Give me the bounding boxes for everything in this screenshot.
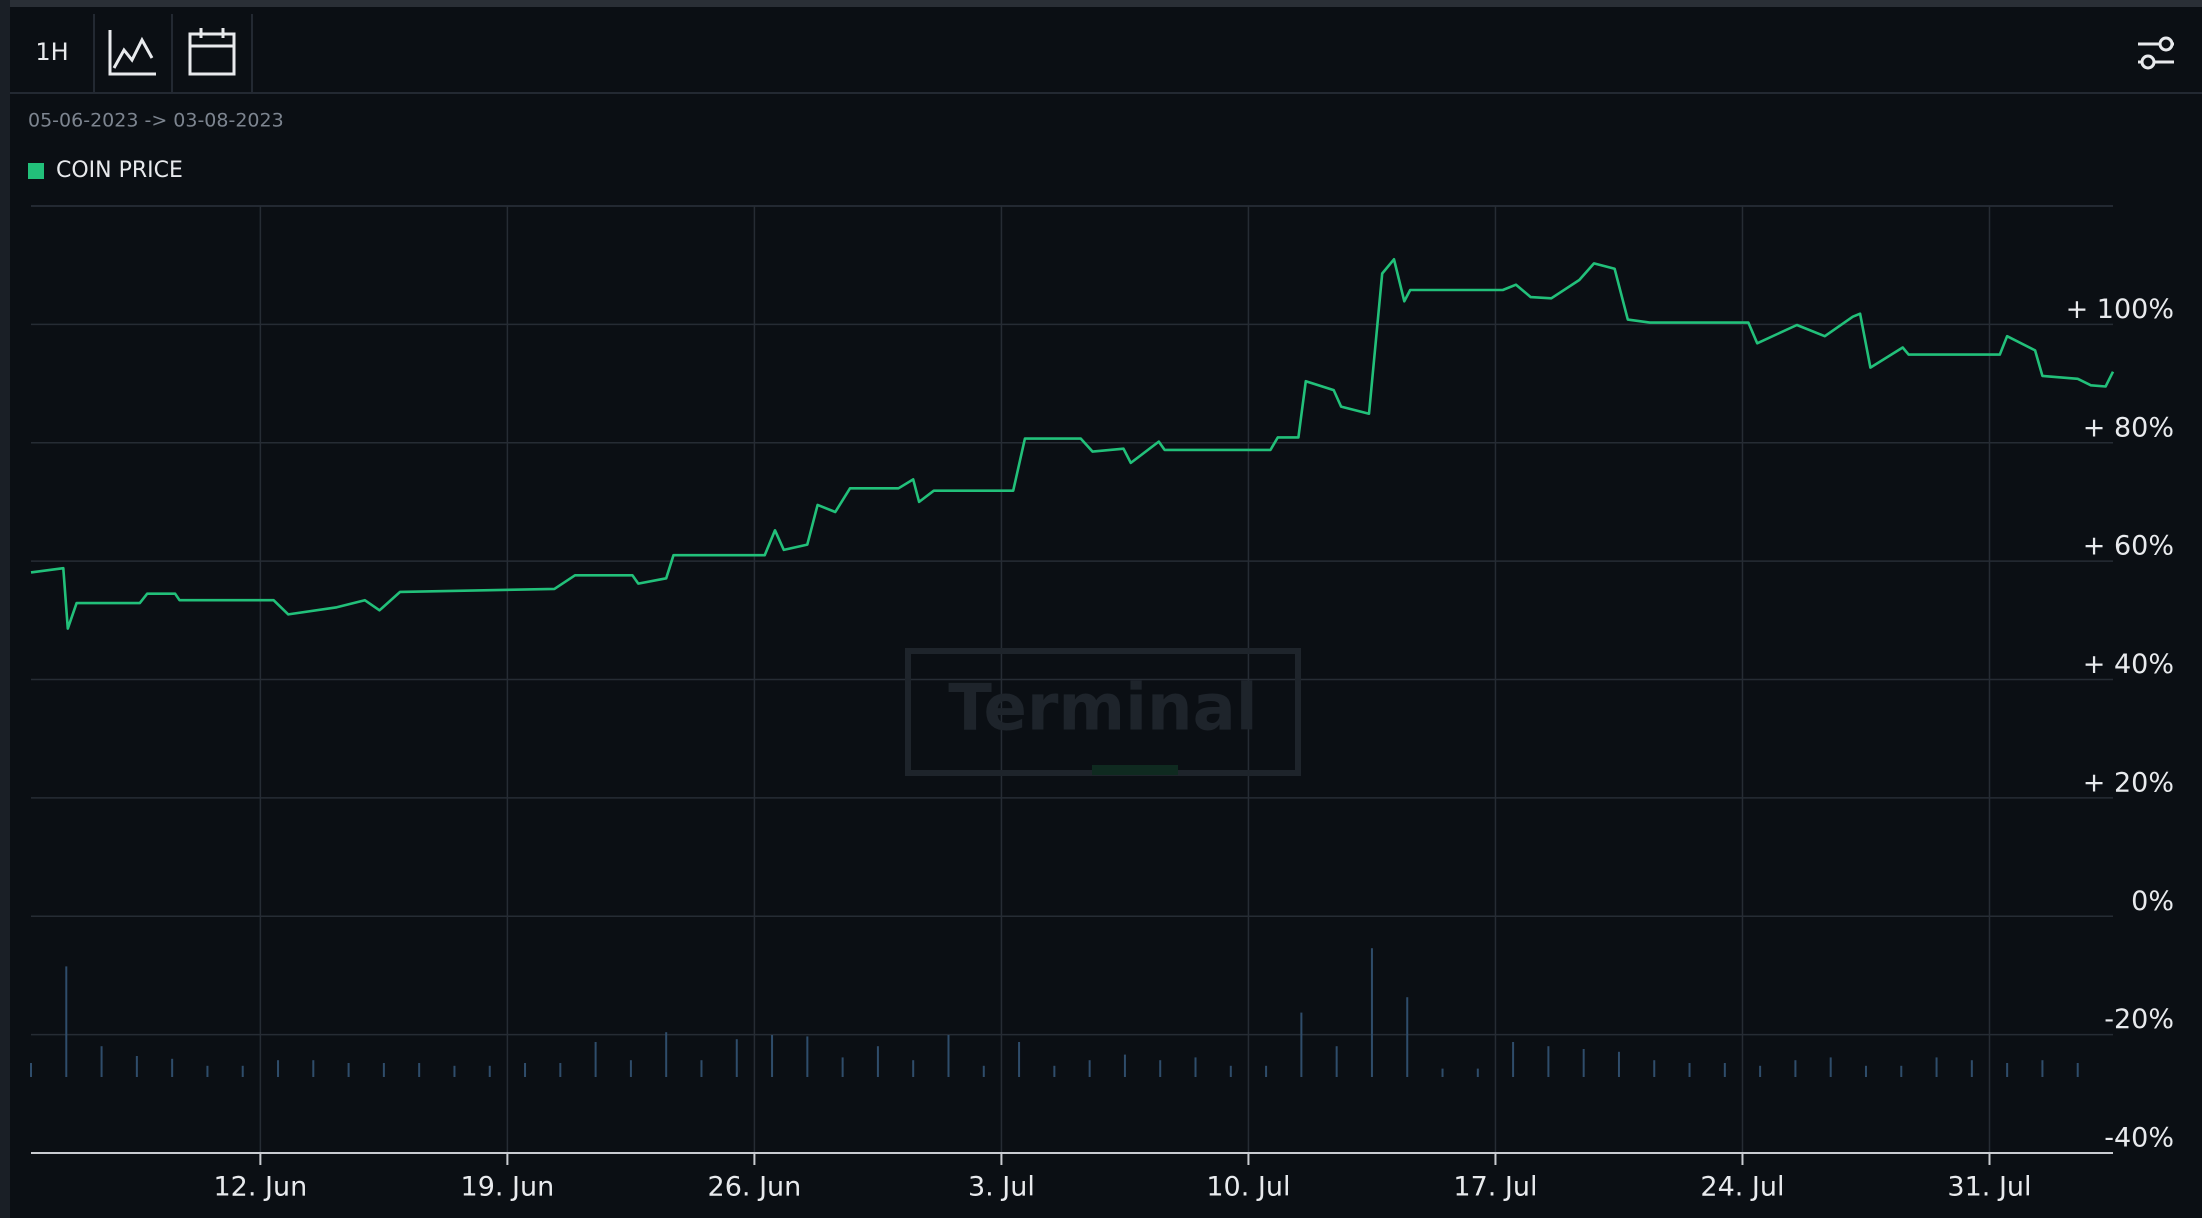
volume-bar xyxy=(594,1042,597,1077)
legend-label: COIN PRICE xyxy=(56,158,183,183)
x-tick-label: 10. Jul xyxy=(1206,1172,1290,1203)
y-tick-label: -20% xyxy=(2104,1004,2174,1035)
volume-bar xyxy=(1018,1042,1021,1077)
volume-bar xyxy=(1406,997,1409,1077)
x-tick-label: 31. Jul xyxy=(1947,1172,2031,1203)
volume-bar xyxy=(876,1046,879,1077)
watermark-text: Terminal xyxy=(948,672,1257,746)
y-tick-label: 0% xyxy=(2131,886,2174,917)
volume-bar xyxy=(1864,1065,1867,1077)
volume-bar xyxy=(1441,1068,1444,1077)
volume-bar xyxy=(1123,1054,1126,1077)
volume-bar xyxy=(65,966,68,1077)
watermark-accent xyxy=(1092,765,1178,775)
volume-bar xyxy=(1723,1063,1726,1077)
volume-bar xyxy=(524,1063,527,1077)
x-tick-label: 26. Jun xyxy=(708,1172,802,1203)
volume-bar xyxy=(1265,1065,1268,1077)
chart-type-button[interactable] xyxy=(108,14,173,93)
y-tick-label: + 80% xyxy=(2083,412,2174,443)
interval-label: 1H xyxy=(35,38,68,66)
volume-bar xyxy=(665,1032,668,1077)
volume-bar xyxy=(171,1058,174,1077)
volume-bar xyxy=(1088,1060,1091,1077)
settings-button[interactable] xyxy=(2138,36,2174,70)
volume-bar xyxy=(1229,1065,1232,1077)
volume-bar xyxy=(1159,1060,1162,1077)
legend-swatch xyxy=(28,163,44,179)
volume-bar xyxy=(559,1063,562,1077)
volume-bar xyxy=(771,1035,774,1077)
price-line xyxy=(30,258,2115,630)
volume-bar xyxy=(488,1065,491,1077)
volume-bar xyxy=(1335,1046,1338,1077)
y-tick-label: -40% xyxy=(2104,1123,2174,1154)
date-range: 05-06-2023 -> 03-08-2023 xyxy=(28,110,284,132)
calendar-icon-detail xyxy=(190,28,234,48)
left-border xyxy=(0,0,10,1218)
volume-bar xyxy=(912,1060,915,1077)
volume-bar xyxy=(1759,1065,1762,1077)
volume-bar xyxy=(735,1039,738,1077)
volume-bar xyxy=(947,1035,950,1077)
calendar-icon xyxy=(188,32,236,76)
volume-bar xyxy=(1582,1049,1585,1077)
volume-bar xyxy=(312,1060,315,1077)
volume-bar xyxy=(1617,1051,1620,1077)
top-border xyxy=(0,0,2202,7)
volume-bar xyxy=(1970,1060,1973,1077)
line-chart-icon xyxy=(108,30,156,76)
volume-bar xyxy=(1194,1057,1197,1077)
volume-bar xyxy=(700,1060,703,1077)
volume-bar xyxy=(1547,1046,1550,1077)
volume-bar xyxy=(1794,1060,1797,1077)
volume-bar xyxy=(982,1065,985,1077)
volume-bar xyxy=(841,1057,844,1077)
volume-bar xyxy=(135,1056,138,1077)
x-tick-label: 3. Jul xyxy=(968,1172,1035,1203)
y-tick-label: + 100% xyxy=(2066,294,2174,325)
volume-bar xyxy=(1512,1042,1515,1077)
y-tick-label: + 40% xyxy=(2083,649,2174,680)
volume-bar xyxy=(241,1065,244,1077)
volume-bar xyxy=(806,1036,809,1077)
y-tick-label: + 60% xyxy=(2083,531,2174,562)
volume-bar xyxy=(2076,1063,2079,1077)
interval-button[interactable]: 1H xyxy=(35,14,95,93)
calendar-button[interactable] xyxy=(188,14,253,93)
volume-bar xyxy=(1370,948,1373,1077)
volume-bar xyxy=(629,1060,632,1077)
x-tick-label: 24. Jul xyxy=(1700,1172,1784,1203)
volume-bar xyxy=(382,1063,385,1077)
volume-bar xyxy=(1300,1012,1303,1077)
volume-bar xyxy=(1476,1068,1479,1077)
volume-bar xyxy=(1829,1057,1832,1077)
volume-bar xyxy=(206,1065,209,1077)
volume-bar xyxy=(1900,1065,1903,1077)
volume-bar xyxy=(2006,1063,2009,1077)
volume-bar xyxy=(2041,1060,2044,1077)
volume-bar xyxy=(1053,1065,1056,1077)
volume-bar xyxy=(1688,1063,1691,1077)
volume-bar xyxy=(418,1063,421,1077)
x-tick-label: 12. Jun xyxy=(214,1172,308,1203)
volume-bar xyxy=(277,1060,280,1077)
volume-bar xyxy=(453,1065,456,1077)
x-tick-label: 17. Jul xyxy=(1453,1172,1537,1203)
volume-bar xyxy=(100,1046,103,1077)
volume-bar xyxy=(1653,1060,1656,1077)
y-tick-label: + 20% xyxy=(2083,767,2174,798)
volume-bar xyxy=(1935,1057,1938,1077)
x-tick-label: 19. Jun xyxy=(461,1172,555,1203)
watermark: Terminal xyxy=(905,648,1301,776)
settings-knob xyxy=(2158,36,2174,52)
settings-knob xyxy=(2140,54,2156,70)
volume-bar xyxy=(30,1063,32,1077)
volume-bar xyxy=(347,1063,350,1077)
